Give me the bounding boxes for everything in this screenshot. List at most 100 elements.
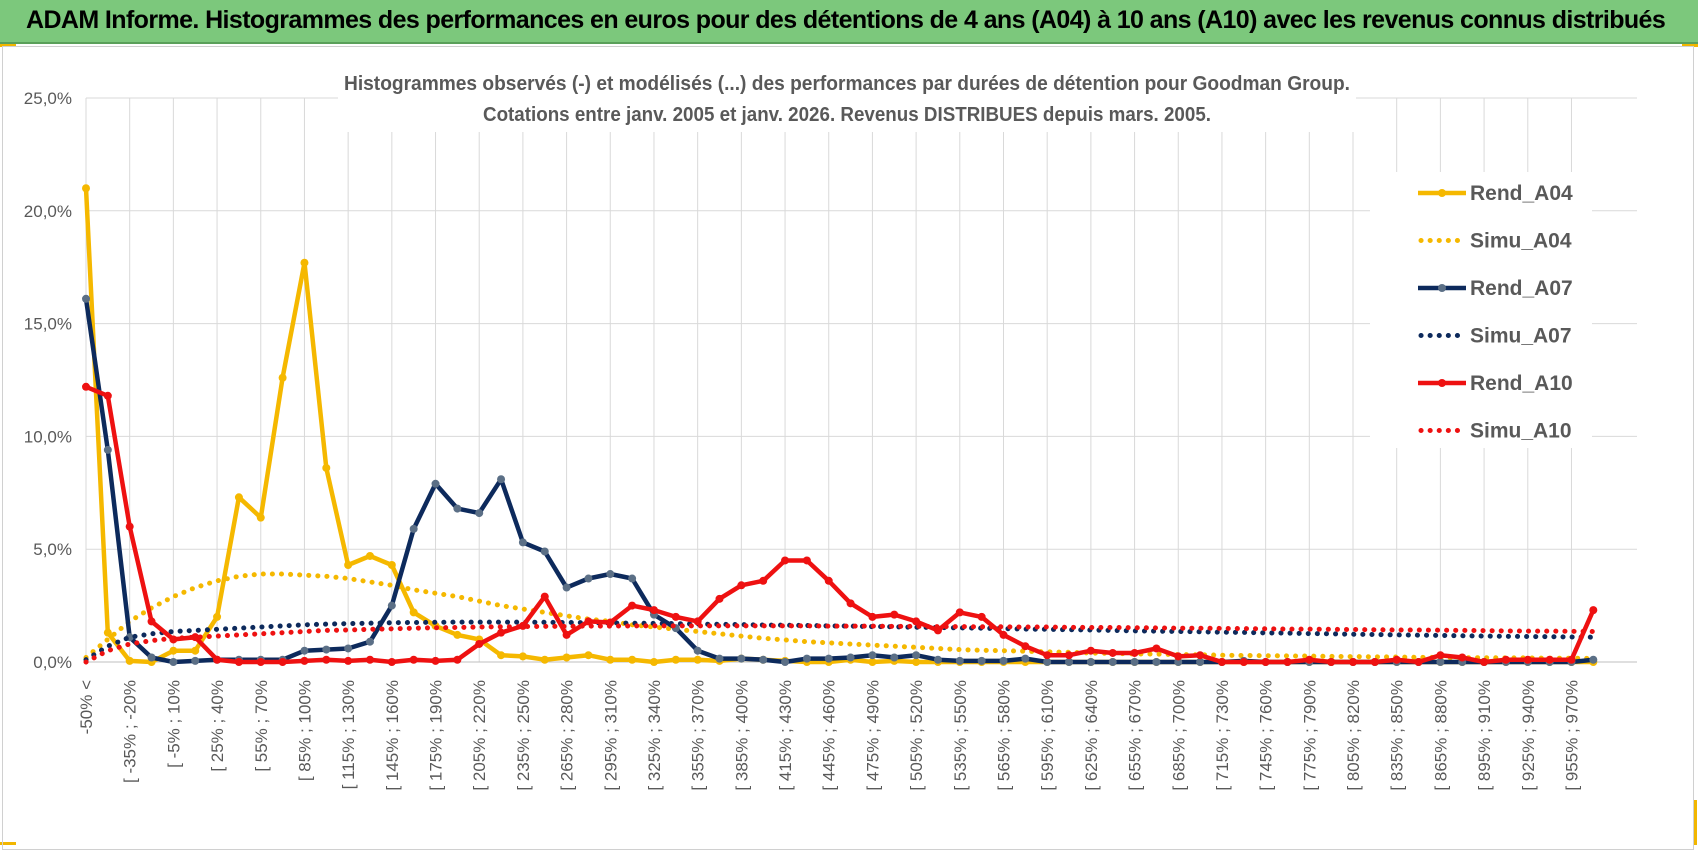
data-point xyxy=(1196,658,1205,666)
data-point xyxy=(999,656,1008,665)
data-point xyxy=(475,639,484,648)
data-point xyxy=(562,630,571,639)
data-point xyxy=(431,656,440,665)
x-tick-label: [ 295% ; 310% xyxy=(601,680,620,791)
data-point xyxy=(606,655,615,664)
x-tick-label: [ 325% ; 340% xyxy=(645,680,664,791)
data-point xyxy=(453,504,462,513)
data-point xyxy=(868,612,877,621)
x-tick-label: [ 895% ; 910% xyxy=(1475,680,1494,791)
data-point xyxy=(169,658,178,666)
series-line-Simu_A10 xyxy=(83,623,1596,665)
x-tick-label: [ 535% ; 550% xyxy=(951,680,970,791)
data-point xyxy=(518,652,527,661)
data-point xyxy=(497,651,506,660)
x-tick-label: [ 505% ; 520% xyxy=(907,680,926,791)
x-tick-label: [ 55% ; 70% xyxy=(252,680,271,772)
x-tick-label: [ 265% ; 280% xyxy=(558,680,577,791)
legend-marker xyxy=(1438,189,1446,197)
series-simu-a04 xyxy=(83,571,1596,661)
x-tick-label: [ 25% ; 40% xyxy=(208,680,227,772)
data-point xyxy=(1283,658,1292,666)
data-point xyxy=(671,655,680,664)
data-point xyxy=(868,658,877,666)
data-point xyxy=(977,656,986,665)
data-point xyxy=(475,509,484,518)
data-point xyxy=(781,658,790,666)
data-point xyxy=(1086,658,1095,666)
data-point xyxy=(1021,642,1030,651)
data-point xyxy=(300,258,309,267)
data-point xyxy=(693,646,702,655)
data-point xyxy=(1414,658,1423,666)
data-point xyxy=(387,560,396,569)
data-point xyxy=(191,656,200,665)
data-point xyxy=(256,658,265,666)
legend-label: Rend_A10 xyxy=(1470,372,1573,395)
data-point xyxy=(103,445,112,454)
corner-accent-bottom-right xyxy=(1694,800,1697,845)
data-point xyxy=(82,184,90,193)
data-point xyxy=(1043,658,1052,666)
data-point xyxy=(912,658,921,666)
data-point xyxy=(1589,655,1598,664)
chart-title-line2: Cotations entre janv. 2005 et janv. 2026… xyxy=(483,104,1211,126)
data-point xyxy=(497,628,506,637)
legend-item-rend-a07: Rend_A07 xyxy=(1418,277,1573,300)
data-point xyxy=(628,655,637,664)
data-point xyxy=(1523,655,1532,664)
data-point xyxy=(584,617,593,626)
data-point xyxy=(933,655,942,664)
data-point xyxy=(1567,655,1576,664)
x-tick-label: [ 745% ; 760% xyxy=(1257,680,1276,791)
y-axis: 0,0% 5,0% 10,0% 15,0% 20,0% 25,0% xyxy=(24,89,72,672)
data-point xyxy=(628,601,637,610)
data-point xyxy=(169,646,178,655)
data-point xyxy=(781,556,790,565)
data-point xyxy=(191,633,200,642)
y-tick-label: 20,0% xyxy=(24,202,72,221)
x-tick-label: [ 445% ; 460% xyxy=(820,680,839,791)
data-point xyxy=(431,479,440,488)
data-point xyxy=(737,654,746,663)
data-point xyxy=(715,654,724,663)
data-point xyxy=(365,551,374,560)
data-point xyxy=(322,655,331,664)
x-tick-label: [ -35% ; -20% xyxy=(121,680,140,783)
data-point xyxy=(1589,606,1598,615)
data-point xyxy=(737,581,746,590)
data-point xyxy=(824,576,833,585)
data-point xyxy=(999,630,1008,639)
data-point xyxy=(759,576,768,585)
x-tick-label: [ 955% ; 970% xyxy=(1562,680,1581,791)
x-tick-label: [ 355% ; 370% xyxy=(689,680,708,791)
legend-box xyxy=(1370,172,1592,448)
corner-accent-top-left xyxy=(0,44,16,47)
legend-label: Simu_A04 xyxy=(1470,230,1572,253)
data-point xyxy=(584,574,593,583)
data-point xyxy=(802,556,811,565)
series-layer xyxy=(82,184,1598,666)
data-point xyxy=(584,651,593,660)
data-point xyxy=(1217,658,1226,666)
series-line-Simu_A07 xyxy=(83,619,1596,663)
data-point xyxy=(1305,655,1314,664)
x-tick-label: [ 715% ; 730% xyxy=(1213,680,1232,791)
data-point xyxy=(82,382,90,391)
data-point xyxy=(344,560,353,569)
x-tick-label: [ 475% ; 490% xyxy=(863,680,882,791)
data-point xyxy=(213,612,222,621)
legend: Rend_A04 Simu_A04 Rend_A07 Simu_A07 Rend_A10… xyxy=(1370,172,1592,448)
legend-item-simu-a07: Simu_A07 xyxy=(1418,325,1572,348)
x-tick-label: [ 925% ; 940% xyxy=(1519,680,1538,791)
data-point xyxy=(912,651,921,660)
data-point xyxy=(540,655,549,664)
data-point xyxy=(191,646,200,655)
data-point xyxy=(234,493,243,502)
x-tick-label: [ 235% ; 250% xyxy=(514,680,533,791)
data-point xyxy=(693,617,702,626)
data-point xyxy=(715,594,724,603)
x-tick-label: [ 115% ; 130% xyxy=(339,680,358,789)
data-point xyxy=(409,655,418,664)
data-point xyxy=(1436,658,1445,666)
